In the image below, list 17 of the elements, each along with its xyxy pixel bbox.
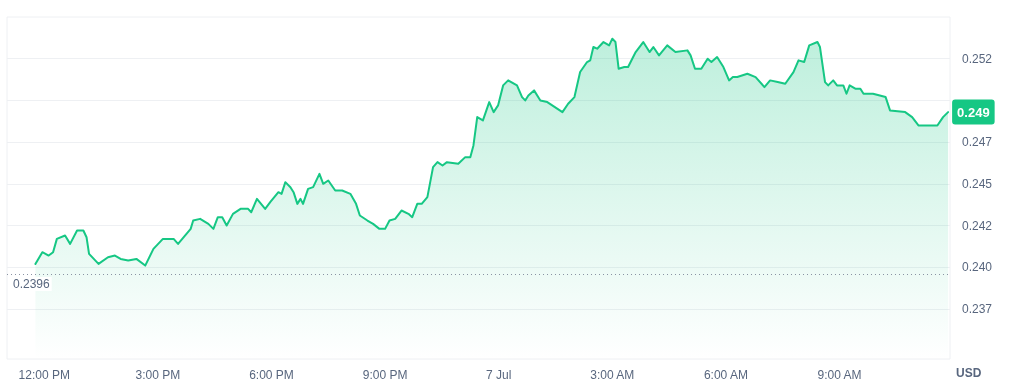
x-tick-label: 6:00 AM bbox=[703, 368, 748, 382]
x-tick-label: 6:00 PM bbox=[249, 368, 294, 382]
y-tick-label: 0.245 bbox=[962, 176, 993, 191]
x-tick-label: 7 Jul bbox=[486, 368, 512, 382]
x-tick-label: 12:00 PM bbox=[18, 368, 70, 382]
y-tick-label: 0.247 bbox=[962, 135, 993, 150]
x-tick-label: 3:00 PM bbox=[135, 368, 181, 382]
y-tick-label: 0.242 bbox=[962, 218, 993, 233]
x-tick-label: 9:00 AM bbox=[817, 368, 862, 382]
x-tick-label: 9:00 PM bbox=[362, 368, 408, 382]
data-label: 0.249 bbox=[957, 104, 990, 120]
y-tick-label: 0.237 bbox=[962, 301, 993, 316]
ref-line-label: 0.2396 bbox=[13, 276, 51, 291]
y-tick-label: 0.252 bbox=[962, 51, 993, 66]
y-axis-title: USD bbox=[956, 366, 982, 380]
y-tick-label: 0.240 bbox=[962, 260, 993, 275]
x-tick-label: 3:00 AM bbox=[590, 368, 635, 382]
